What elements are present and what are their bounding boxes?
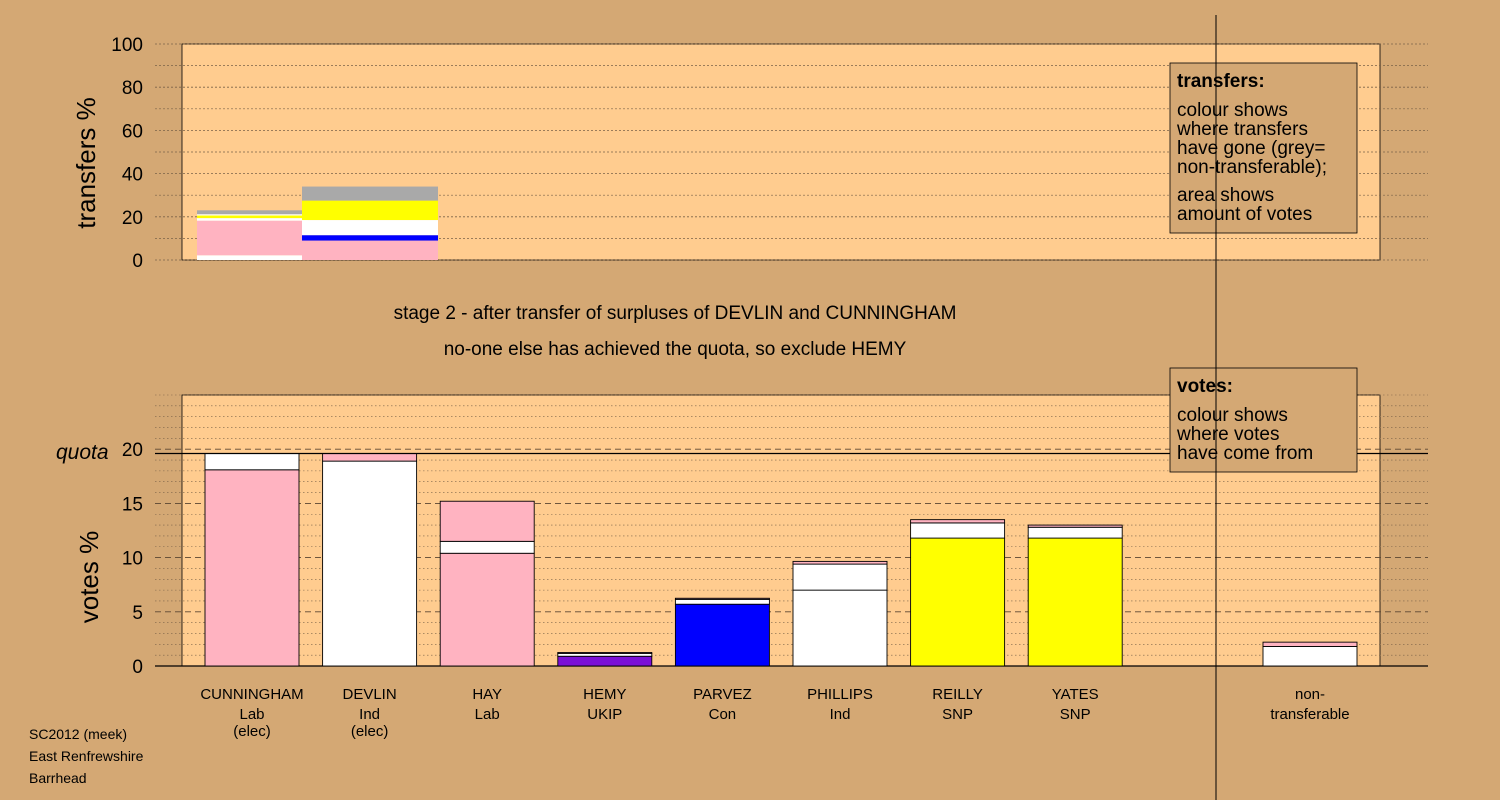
vote-segment-non-transferable-ind <box>1262 646 1358 667</box>
stage-description: stage 2 - after transfer of surpluses of… <box>394 303 957 324</box>
candidate-party: Lab <box>239 706 264 723</box>
y-tick-label: 100 <box>111 35 143 56</box>
votes-legend-line: have come from <box>1177 443 1313 464</box>
vote-segment-parvez-lab <box>674 597 770 600</box>
transfer-segment-devlin-snp <box>197 215 308 219</box>
candidate-name: HEMY <box>583 686 626 703</box>
vote-segment-hemy-ukip <box>557 655 653 667</box>
vote-segment-phillips-lab <box>792 560 888 565</box>
transfer-segment-cunningham-non_transferable <box>302 186 438 201</box>
transfer-segment-devlin-lab <box>197 220 308 256</box>
y-tick-label: 0 <box>132 657 143 678</box>
vote-segment-reilly-ind <box>910 522 1006 539</box>
vote-segment-hay-ind <box>439 540 535 554</box>
votes-legend-line: colour shows <box>1177 405 1288 426</box>
non-transferable-label: non- <box>1295 686 1325 703</box>
candidate-party: UKIP <box>587 706 622 723</box>
transfer-segment-devlin-ind <box>197 214 308 216</box>
vote-segment-hay-lab <box>439 552 535 667</box>
transfer-segment-cunningham-snp <box>302 200 438 221</box>
y-tick-label: 5 <box>132 603 143 624</box>
candidate-name: CUNNINGHAM <box>200 686 303 703</box>
non-transferable-label: transferable <box>1270 706 1349 723</box>
vote-segment-cunningham-lab <box>204 469 300 667</box>
votes-legend: votes: colour shows where votes have com… <box>1169 367 1358 473</box>
transfers-y-ticks: 0 20 40 60 80 100 <box>111 35 143 272</box>
transfers-legend-title: transfers: <box>1177 71 1265 92</box>
transfers-legend-line: colour shows <box>1177 100 1288 121</box>
votes-y-axis-label: votes % <box>74 531 104 624</box>
candidate-party: SNP <box>1060 706 1091 723</box>
vote-segment-parvez-ind <box>674 598 770 605</box>
candidate-name: REILLY <box>932 686 983 703</box>
quota-label: quota <box>56 441 109 464</box>
y-tick-label: 80 <box>122 78 143 99</box>
y-tick-label: 15 <box>122 494 143 515</box>
vote-segment-reilly-lab <box>910 519 1006 524</box>
y-tick-label: 20 <box>122 440 143 461</box>
candidate-party: Lab <box>475 706 500 723</box>
footer-line: SC2012 (meek) <box>29 726 127 742</box>
transfer-segment-devlin-ind <box>197 218 308 221</box>
transfers-legend: transfers: colour shows where transfers … <box>1169 62 1358 234</box>
votes-legend-line: where votes <box>1176 424 1279 445</box>
transfer-segment-devlin-non_transferable <box>197 210 308 215</box>
candidate-name: HAY <box>472 686 502 703</box>
votes-y-ticks: 0 5 10 15 20 <box>122 440 143 678</box>
vote-segment-parvez-con <box>674 603 770 667</box>
candidate-name: YATES <box>1052 686 1099 703</box>
vote-segment-cunningham-ind <box>204 453 300 471</box>
candidate-name: DEVLIN <box>343 686 397 703</box>
votes-legend-title: votes: <box>1177 376 1233 397</box>
vote-segment-reilly-snp <box>910 537 1006 667</box>
transfers-legend-line: non-transferable); <box>1177 157 1327 178</box>
y-tick-label: 0 <box>132 251 143 272</box>
votes-legend-box <box>1169 367 1358 473</box>
candidate-name: PHILLIPS <box>807 686 873 703</box>
candidate-party: Ind <box>830 706 851 723</box>
vote-segment-phillips-ind <box>792 589 888 667</box>
vote-segment-hay-lab <box>439 500 535 542</box>
y-tick-label: 10 <box>122 549 143 570</box>
candidate-party: Con <box>709 706 737 723</box>
candidate-status: (elec) <box>233 723 271 740</box>
transfer-segment-cunningham-con <box>302 235 438 241</box>
vote-segment-devlin-lab <box>322 453 418 462</box>
transfers-bars <box>197 186 438 260</box>
votes-bars <box>204 453 1358 667</box>
transfers-legend-line: have gone (grey= <box>1177 138 1325 159</box>
candidate-party: SNP <box>942 706 973 723</box>
vote-segment-yates-ind <box>1027 526 1123 539</box>
vote-segment-hemy-lab <box>557 652 653 654</box>
y-tick-label: 60 <box>122 121 143 142</box>
transfers-y-axis-label: transfers % <box>71 97 101 229</box>
transfer-segment-cunningham-ind <box>302 220 438 236</box>
transfers-legend-line: where transfers <box>1176 119 1308 140</box>
exclusion-note: no-one else has achieved the quota, so e… <box>444 339 907 360</box>
transfer-segment-cunningham-lab <box>302 240 438 260</box>
vote-segment-phillips-ind <box>792 563 888 591</box>
transfers-legend-line: area shows <box>1177 185 1274 206</box>
transfers-legend-box <box>1169 62 1358 234</box>
candidate-status: (elec) <box>351 723 389 740</box>
candidate-labels: CUNNINGHAMLab(elec)DEVLINInd(elec)HAYLab… <box>200 686 1349 740</box>
footer-line: Barrhead <box>29 770 87 786</box>
y-tick-label: 40 <box>122 165 143 186</box>
transfers-legend-line: amount of votes <box>1177 204 1312 225</box>
transfer-segment-devlin-ind <box>197 255 308 260</box>
vote-segment-yates-snp <box>1027 537 1123 667</box>
vote-segment-devlin-ind <box>322 460 418 667</box>
footer-line: East Renfrewshire <box>29 748 144 764</box>
vote-segment-yates-lab <box>1027 524 1123 528</box>
candidate-party: Ind <box>359 706 380 723</box>
vote-segment-non-transferable-lab <box>1262 641 1358 647</box>
y-tick-label: 20 <box>122 208 143 229</box>
candidate-name: PARVEZ <box>693 686 752 703</box>
